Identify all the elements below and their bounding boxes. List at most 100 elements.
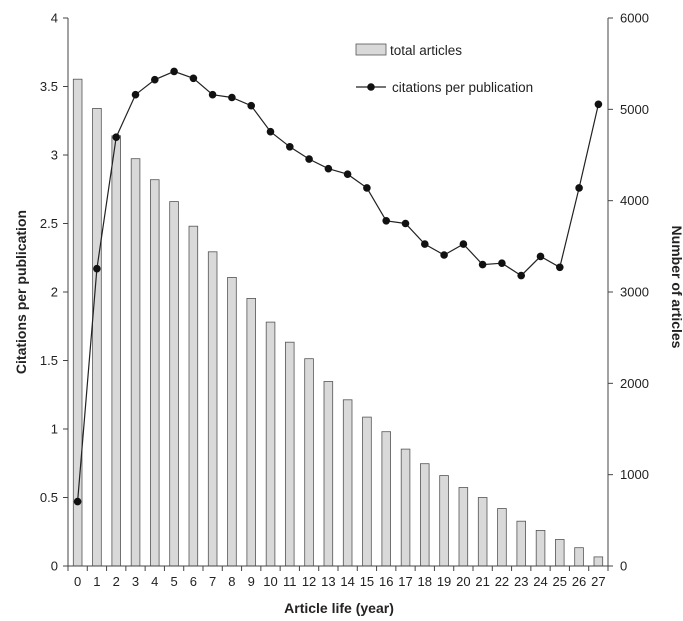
point-citations-per-publication-16: [382, 217, 391, 225]
bar-total-articles-7: [207, 251, 218, 567]
bar-total-articles-11: [284, 341, 295, 567]
point-citations-per-publication-17: [401, 219, 410, 228]
bar-total-articles-0: [72, 78, 83, 567]
x-tick-label: 2: [113, 574, 120, 589]
bar-total-articles-24: [535, 530, 546, 567]
bar-total-articles-26: [574, 547, 584, 567]
legend: total articles citations per publication: [355, 43, 533, 95]
y-left-tick-label: 4: [51, 11, 58, 26]
y-left-tick-label: 1: [51, 422, 58, 437]
x-tick-label: 0: [74, 574, 81, 589]
x-tick-label: 20: [456, 574, 470, 589]
point-citations-per-publication-25: [556, 263, 564, 272]
point-citations-per-publication-20: [459, 240, 468, 248]
x-tick-label: 5: [170, 574, 177, 589]
point-citations-per-publication-26: [575, 184, 583, 192]
point-citations-per-publication-22: [498, 259, 506, 268]
y-left-tick-label: 2.5: [40, 216, 58, 231]
x-tick-label: 9: [248, 574, 255, 589]
point-citations-per-publication-24: [536, 252, 545, 261]
point-citations-per-publication-1: [93, 264, 101, 273]
axes-group: 00.511.522.533.5401000200030004000500060…: [40, 11, 649, 590]
bar-total-articles-15: [362, 416, 372, 567]
bar-total-articles-12: [304, 358, 314, 567]
point-citations-per-publication-8: [228, 93, 236, 102]
x-tick-label: 25: [553, 574, 567, 589]
x-tick-label: 4: [151, 574, 158, 589]
y-right-tick-label: 2000: [620, 376, 649, 391]
legend-swatch-marker-citations: [367, 83, 375, 91]
bar-total-articles-23: [516, 520, 527, 567]
bar-total-articles-27: [593, 556, 604, 567]
bar-total-articles-17: [400, 448, 411, 567]
y-right-tick-label: 1000: [620, 467, 649, 482]
y-left-tick-label: 1.5: [40, 353, 58, 368]
bar-total-articles-20: [458, 487, 469, 567]
bar-total-articles-25: [555, 539, 565, 567]
point-citations-per-publication-0: [73, 497, 82, 506]
y-axis-right-title: Number of articles: [669, 226, 683, 349]
point-citations-per-publication-12: [305, 155, 313, 163]
line-group: [73, 67, 603, 506]
point-citations-per-publication-5: [170, 67, 178, 76]
legend-label-total-articles: total articles: [390, 43, 462, 58]
y-axis-left-title: Citations per publication: [13, 210, 29, 374]
bar-total-articles-1: [92, 108, 102, 567]
x-tick-label: 3: [132, 574, 139, 589]
bar-total-articles-8: [227, 276, 237, 567]
y-left-tick-label: 3.5: [40, 79, 58, 94]
x-tick-label: 16: [379, 574, 393, 589]
x-tick-label: 22: [495, 574, 509, 589]
bar-total-articles-16: [381, 431, 391, 567]
x-tick-label: 11: [283, 574, 297, 589]
x-tick-label: 27: [591, 574, 605, 589]
y-right-tick-label: 4000: [620, 193, 649, 208]
legend-swatch-total-articles: [355, 43, 387, 56]
x-tick-label: 14: [340, 574, 354, 589]
point-citations-per-publication-19: [440, 251, 448, 259]
x-axis-title: Article life (year): [284, 600, 394, 616]
y-left-tick-label: 0.5: [40, 490, 58, 505]
point-citations-per-publication-23: [517, 271, 525, 280]
point-citations-per-publication-2: [112, 133, 120, 141]
y-left-tick-label: 0: [51, 559, 58, 574]
y-left-tick-label: 3: [51, 148, 58, 163]
bar-total-articles-2: [111, 135, 122, 567]
line-citations-per-publication: [77, 70, 599, 502]
point-citations-per-publication-15: [363, 184, 371, 192]
point-citations-per-publication-3: [131, 90, 140, 99]
bar-total-articles-14: [342, 399, 353, 567]
x-tick-label: 8: [228, 574, 235, 589]
x-tick-label: 23: [514, 574, 528, 589]
x-tick-label: 13: [321, 574, 335, 589]
bar-total-articles-18: [419, 463, 430, 567]
bar-total-articles-6: [188, 225, 199, 567]
y-left-tick-label: 2: [51, 285, 58, 300]
point-citations-per-publication-21: [478, 260, 487, 269]
point-citations-per-publication-11: [286, 143, 294, 151]
bar-total-articles-5: [169, 201, 179, 567]
y-right-tick-label: 3000: [620, 285, 649, 300]
point-citations-per-publication-6: [189, 74, 198, 83]
bar-total-articles-13: [323, 381, 334, 567]
bar-total-articles-21: [477, 497, 488, 567]
point-citations-per-publication-7: [208, 90, 217, 99]
x-tick-label: 24: [533, 574, 547, 589]
point-citations-per-publication-9: [247, 101, 255, 110]
bars-group: [72, 78, 604, 567]
point-citations-per-publication-13: [324, 164, 333, 173]
point-citations-per-publication-27: [594, 100, 603, 109]
x-tick-label: 12: [302, 574, 316, 589]
x-tick-label: 19: [437, 574, 451, 589]
bar-total-articles-22: [497, 508, 507, 567]
x-tick-label: 6: [190, 574, 197, 589]
bar-total-articles-19: [439, 475, 449, 567]
x-tick-label: 15: [360, 574, 374, 589]
x-tick-label: 18: [418, 574, 432, 589]
point-citations-per-publication-14: [343, 170, 352, 178]
x-tick-label: 1: [93, 574, 100, 589]
x-tick-label: 21: [475, 574, 489, 589]
y-right-tick-label: 6000: [620, 11, 649, 26]
bar-total-articles-4: [149, 179, 160, 567]
